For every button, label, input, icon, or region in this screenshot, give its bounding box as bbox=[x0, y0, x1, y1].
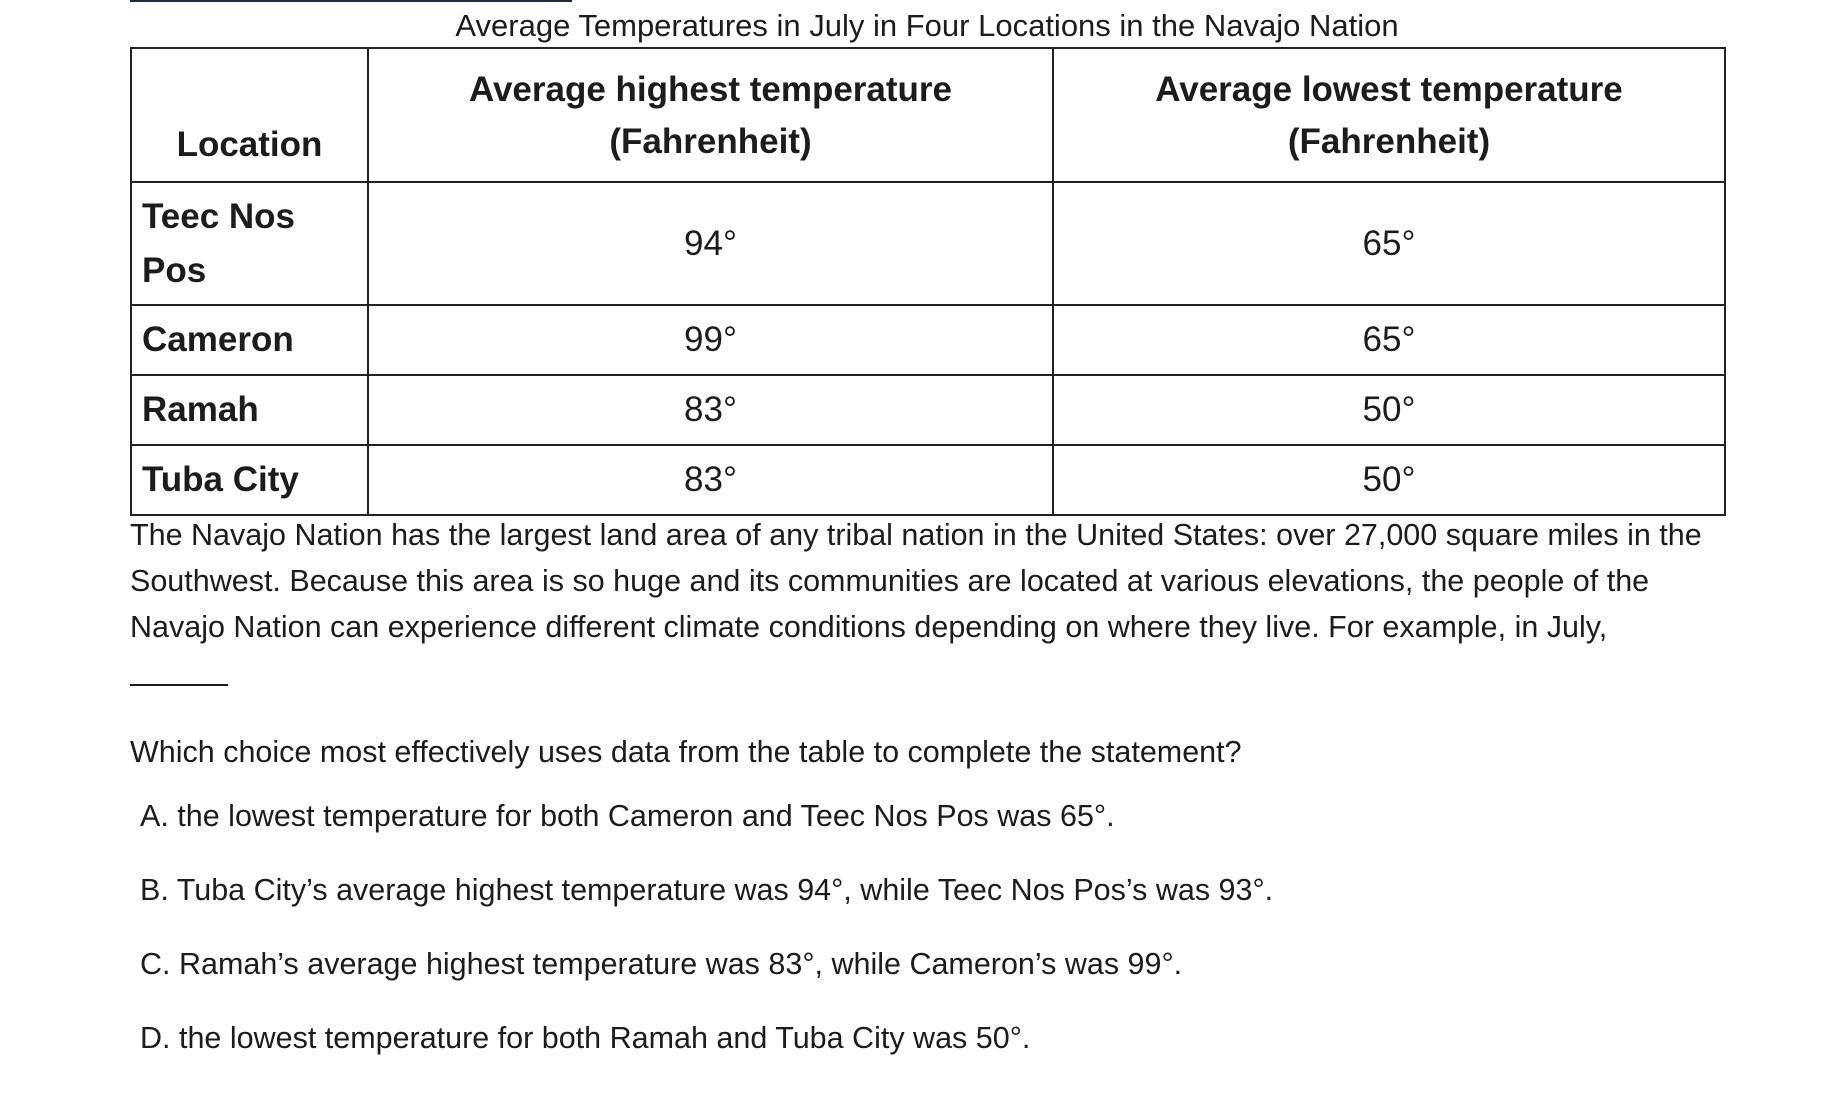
row-location: Teec Nos Pos bbox=[130, 181, 369, 306]
row-high-temp: 83° bbox=[367, 444, 1054, 516]
row-location: Tuba City bbox=[130, 444, 369, 516]
question-prompt: Which choice most effectively uses data … bbox=[130, 735, 1242, 769]
passage-text: The Navajo Nation has the largest land a… bbox=[130, 518, 1702, 644]
table-caption: Average Temperatures in July in Four Loc… bbox=[455, 8, 1399, 43]
row-high-temp: 83° bbox=[367, 374, 1054, 446]
row-location: Ramah bbox=[130, 374, 369, 446]
row-low-temp: 50° bbox=[1052, 374, 1726, 446]
table-row: Tuba City 83° 50° bbox=[130, 444, 1726, 516]
choice-c[interactable]: C. Ramah’s average highest temperature w… bbox=[140, 947, 1183, 981]
row-location: Cameron bbox=[130, 304, 369, 376]
row-low-temp: 65° bbox=[1052, 181, 1726, 306]
top-divider bbox=[130, 0, 572, 2]
choice-a[interactable]: A. the lowest temperature for both Camer… bbox=[140, 799, 1115, 833]
header-low-temp: Average lowest temperature (Fahrenheit) bbox=[1052, 47, 1726, 183]
header-low-line1: Average lowest temperature bbox=[1155, 70, 1623, 109]
row-low-temp: 50° bbox=[1052, 444, 1726, 516]
header-high-line1: Average highest temperature bbox=[468, 70, 953, 109]
table-row: Ramah 83° 50° bbox=[130, 374, 1726, 446]
choice-d[interactable]: D. the lowest temperature for both Ramah… bbox=[140, 1021, 1031, 1055]
choice-b[interactable]: B. Tuba City’s average highest temperatu… bbox=[140, 873, 1274, 907]
header-high-temp: Average highest temperature (Fahrenheit) bbox=[367, 47, 1054, 183]
header-high-line2: (Fahrenheit) bbox=[609, 122, 812, 161]
row-high-temp: 94° bbox=[367, 181, 1054, 306]
table-header-row: Location Average highest temperature (Fa… bbox=[130, 47, 1726, 183]
table-row: Cameron 99° 65° bbox=[130, 304, 1726, 376]
table-row: Teec Nos Pos 94° 65° bbox=[130, 181, 1726, 306]
row-high-temp: 99° bbox=[367, 304, 1054, 376]
temperature-table: Location Average highest temperature (Fa… bbox=[130, 47, 1726, 516]
row-low-temp: 65° bbox=[1052, 304, 1726, 376]
header-location: Location bbox=[130, 47, 369, 183]
header-low-line2: (Fahrenheit) bbox=[1287, 122, 1491, 161]
answer-blank bbox=[130, 684, 228, 686]
answer-choices: A. the lowest temperature for both Camer… bbox=[140, 796, 1273, 1092]
